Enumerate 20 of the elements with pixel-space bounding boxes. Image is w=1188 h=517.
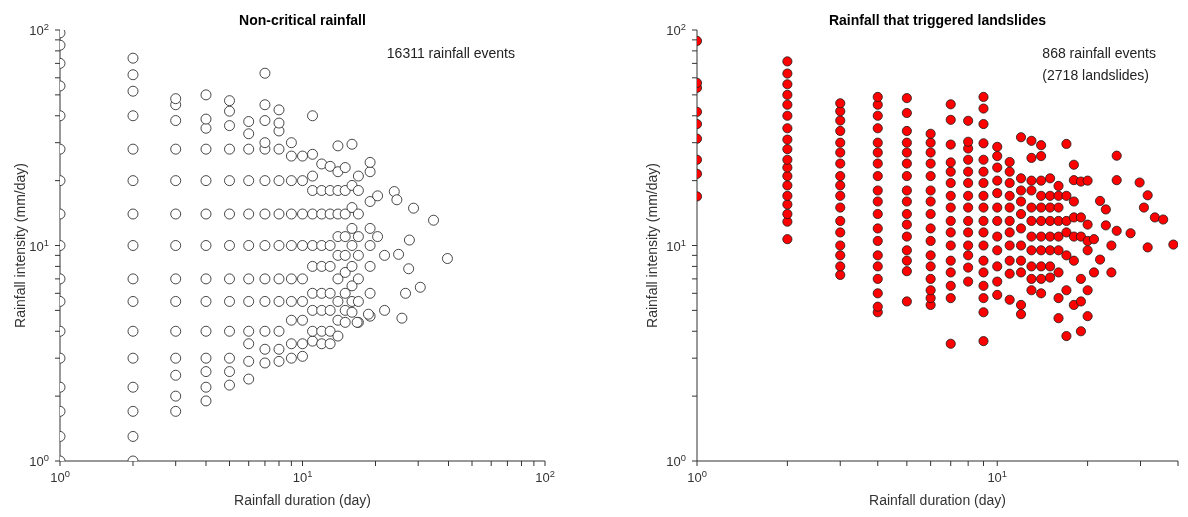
- x-tick-label: 10$^{0}$: [687, 469, 707, 485]
- x-tick-label: 10$^{0}$: [50, 469, 70, 485]
- y-axis-title: Rainfall intensity (mm/day): [11, 163, 28, 328]
- y-tick-label: 10$^{0}$: [666, 453, 686, 469]
- x-tick-label: 10$^{2}$: [535, 469, 555, 485]
- chart-title: Rainfall that triggered landslides: [827, 12, 1047, 28]
- y-tick-label: 10$^{2}$: [666, 22, 686, 38]
- y-tick-label: 10$^{0}$: [29, 453, 49, 469]
- y-tick-label: 10$^{2}$: [29, 22, 49, 38]
- annotation: 16311 rainfall events: [386, 44, 515, 63]
- x-tick-label: 10$^{1}$: [292, 469, 313, 485]
- chart-title: Non-critical rainfall: [238, 12, 367, 28]
- x-axis-title: Rainfall duration (day): [869, 492, 1006, 508]
- y-tick-label: 10$^{1}$: [666, 237, 686, 254]
- y-axis-title: Rainfall intensity (mm/day): [643, 163, 660, 328]
- x-tick-label: 10$^{1}$: [987, 469, 1008, 485]
- y-tick-label: 10$^{1}$: [29, 237, 49, 254]
- annotation: 868 rainfall events: [1042, 44, 1156, 63]
- x-axis-title: Rainfall duration (day): [234, 492, 371, 508]
- annotation: (2718 landslides): [1042, 66, 1150, 85]
